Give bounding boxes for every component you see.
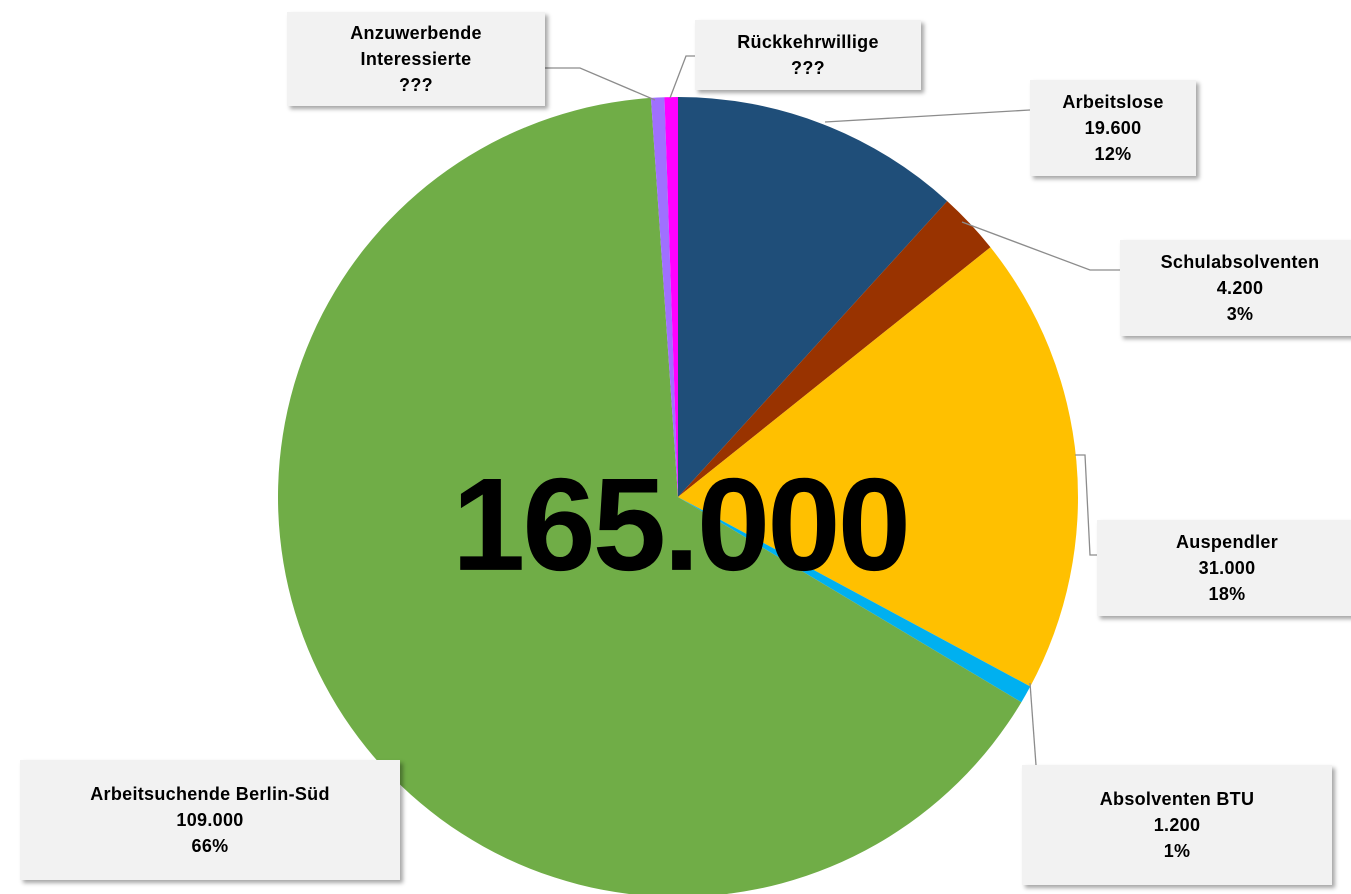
center-label: 165.000 — [452, 451, 908, 598]
pie-slice — [678, 247, 1078, 687]
label-line: Arbeitsuchende Berlin-Süd — [90, 784, 330, 804]
label-line: ??? — [399, 75, 433, 95]
label-line: 31.000 — [1198, 558, 1256, 578]
leader-line — [669, 55, 695, 99]
label-line: Anzuwerbende Interessierte — [350, 23, 482, 69]
pie-slice — [650, 97, 678, 497]
label-line: Auspendler — [1175, 532, 1279, 552]
pie-slice — [678, 497, 1031, 703]
label-line: Schulabsolventen — [1160, 252, 1320, 272]
label-line: 18% — [1208, 584, 1246, 604]
label-line: 1.200 — [1153, 815, 1201, 835]
label-line: 12% — [1094, 144, 1132, 164]
data-label: Schulabsolventen 4.200 3% — [1120, 240, 1351, 336]
leader-line — [1029, 682, 1037, 766]
data-label: Arbeitslose 19.600 12% — [1030, 80, 1196, 176]
leader-line — [545, 67, 656, 101]
label-line: ??? — [791, 58, 825, 78]
leader-line — [961, 221, 1120, 271]
label-line: Rückkehrwillige — [737, 32, 879, 52]
label-line: Arbeitslose — [1062, 92, 1164, 112]
label-line: Absolventen BTU — [1099, 789, 1255, 809]
pie-slice — [664, 97, 678, 497]
label-line: 3% — [1226, 304, 1254, 324]
leader-line — [1075, 454, 1097, 556]
leader-line — [824, 109, 1031, 123]
label-line: 66% — [191, 836, 229, 856]
data-label: Auspendler 31.000 18% — [1097, 520, 1351, 616]
data-label: Anzuwerbende Interessierte??? — [287, 12, 545, 106]
data-label: Absolventen BTU 1.200 1% — [1022, 765, 1332, 885]
data-label: Arbeitsuchende Berlin-Süd 109.000 66% — [20, 760, 400, 880]
label-line: 109.000 — [176, 810, 244, 830]
data-label: Rückkehrwillige??? — [695, 20, 921, 90]
pie-slice — [678, 97, 948, 497]
pie-slice — [678, 201, 991, 497]
label-line: 19.600 — [1084, 118, 1142, 138]
label-line: 1% — [1163, 841, 1191, 861]
label-line: 4.200 — [1216, 278, 1264, 298]
pie-slice — [278, 97, 1022, 894]
